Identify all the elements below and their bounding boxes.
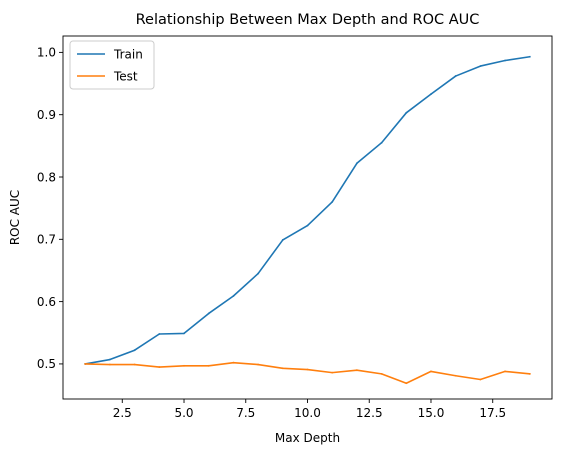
x-axis-label: Max Depth — [275, 431, 340, 445]
x-tick-label: 7.5 — [236, 406, 255, 420]
data-point-train — [257, 272, 260, 275]
data-point-train — [355, 162, 358, 165]
data-point-test — [232, 361, 235, 364]
data-point-test — [355, 369, 358, 372]
data-point-test — [84, 363, 87, 365]
data-point-test — [454, 374, 457, 377]
x-tick-label: 12.5 — [356, 406, 383, 420]
data-point-test — [405, 382, 408, 385]
x-tick-label: 2.5 — [113, 406, 132, 420]
data-point-test — [306, 368, 309, 371]
y-tick-label: 0.5 — [37, 357, 56, 371]
data-point-train — [109, 358, 111, 361]
y-tick-label: 0.7 — [37, 233, 56, 247]
series-line-train — [84, 55, 531, 365]
data-point-test — [380, 372, 383, 375]
chart-title: Relationship Between Max Depth and ROC A… — [136, 12, 480, 28]
data-point-train — [232, 295, 235, 297]
data-point-train — [207, 312, 210, 315]
data-point-test — [158, 366, 161, 368]
data-point-test — [257, 363, 260, 366]
data-point-test — [109, 363, 111, 366]
data-point-train — [331, 201, 334, 203]
data-point-test — [479, 378, 482, 381]
y-tick-label: 0.9 — [37, 108, 56, 122]
data-point-test — [504, 370, 506, 373]
data-point-train — [528, 55, 531, 58]
data-point-test — [207, 364, 210, 367]
legend-label-test: Test — [113, 69, 138, 83]
data-point-train — [158, 333, 161, 335]
y-tick-label: 0.8 — [37, 170, 56, 184]
data-point-train — [405, 111, 408, 114]
data-point-train — [183, 332, 185, 335]
data-point-train — [133, 349, 136, 352]
x-tick-label: 17.5 — [479, 406, 506, 420]
data-point-train — [306, 224, 309, 227]
x-tick-label: 5.0 — [174, 406, 193, 420]
data-point-train — [454, 75, 457, 77]
data-point-test — [331, 371, 334, 374]
legend-box — [69, 40, 155, 90]
legend: Train Test — [69, 40, 155, 90]
data-point-test — [528, 372, 531, 375]
data-point-test — [183, 364, 185, 367]
series-line-test — [84, 361, 531, 385]
x-tick-label: 15.0 — [418, 406, 445, 420]
y-tick-label: 1.0 — [37, 46, 56, 60]
data-point-test — [133, 363, 136, 366]
data-point-train — [479, 65, 482, 67]
data-point-train — [430, 93, 432, 96]
y-axis-label: ROC AUC — [8, 190, 22, 245]
plot-frame — [62, 35, 553, 400]
legend-label-train: Train — [113, 47, 143, 61]
y-tick-label: 0.6 — [37, 295, 56, 309]
data-point-test — [430, 370, 432, 373]
data-point-test — [281, 367, 284, 370]
x-tick-label: 10.0 — [294, 406, 321, 420]
data-point-train — [504, 59, 506, 62]
data-point-train — [281, 239, 284, 241]
data-point-train — [380, 141, 383, 144]
